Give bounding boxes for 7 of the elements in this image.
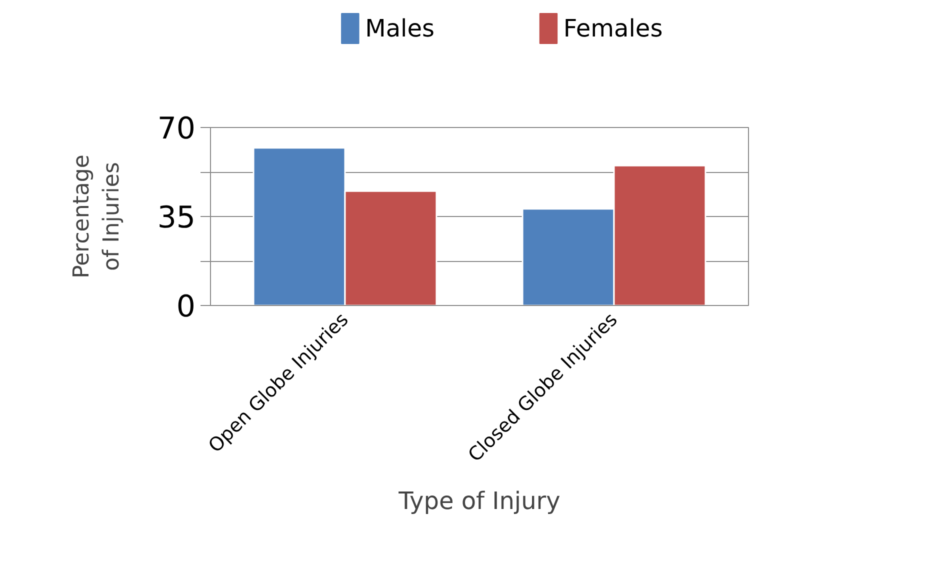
legend-label: Males <box>365 14 434 42</box>
legend-label: Females <box>563 14 663 42</box>
y-tick-label: 0 <box>176 290 196 324</box>
y-tick-label: 35 <box>157 200 196 236</box>
x-axis-title: Type of Injury <box>398 487 560 516</box>
y-tick-label: 70 <box>157 112 196 146</box>
y-axis-title: Percentage of Injuries <box>69 154 124 278</box>
